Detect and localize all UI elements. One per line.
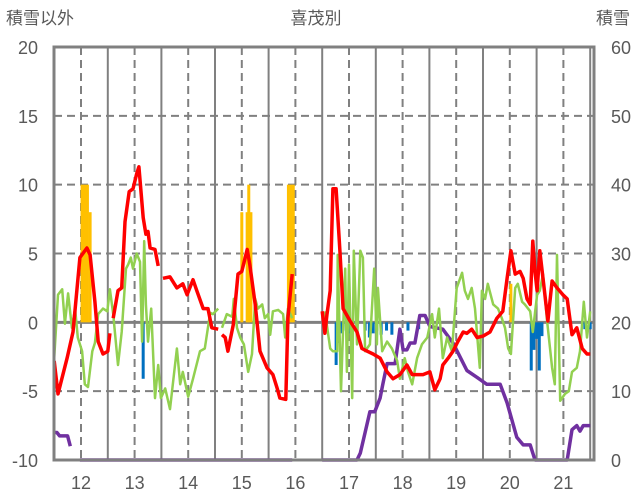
x-tick-label: 20 xyxy=(500,473,520,493)
y-left-tick-label: 20 xyxy=(18,38,38,58)
x-tick-label: 14 xyxy=(178,473,198,493)
x-tick-label: 21 xyxy=(553,473,573,493)
x-tick-label: 16 xyxy=(285,473,305,493)
y-left-tick-label: -10 xyxy=(12,451,38,471)
blue-bar xyxy=(406,322,410,331)
left-axis-title: 積雪以外 xyxy=(6,9,74,29)
blue-bar xyxy=(367,322,371,338)
blue-bar xyxy=(371,322,375,334)
y-left-tick-label: -5 xyxy=(22,382,38,402)
orange-bar xyxy=(286,184,290,323)
orange-bar xyxy=(245,212,249,323)
blue-bar xyxy=(537,322,541,371)
chart-title: 喜茂別 xyxy=(291,9,342,29)
blue-bar xyxy=(540,322,544,337)
blue-bar xyxy=(532,322,536,350)
blue-bar xyxy=(385,322,389,331)
blue-bar xyxy=(535,322,539,339)
orange-bar xyxy=(509,283,513,323)
blue-bar xyxy=(390,322,394,335)
y-left-tick-label: 10 xyxy=(18,176,38,196)
y-right-tick-label: 30 xyxy=(611,245,631,265)
x-tick-label: 18 xyxy=(393,473,413,493)
y-right-tick-label: 40 xyxy=(611,176,631,196)
blue-bar xyxy=(529,322,533,371)
y-left-tick-label: 15 xyxy=(18,107,38,127)
orange-bar xyxy=(289,184,293,323)
blue-bar xyxy=(141,322,145,379)
x-tick-label: 12 xyxy=(71,473,91,493)
y-right-tick-label: 10 xyxy=(611,382,631,402)
y-left-tick-label: 0 xyxy=(28,313,38,333)
x-tick-label: 15 xyxy=(232,473,252,493)
x-tick-label: 17 xyxy=(339,473,359,493)
y-right-tick-label: 0 xyxy=(611,451,621,471)
y-left-tick-label: 5 xyxy=(28,245,38,265)
y-right-tick-label: 50 xyxy=(611,107,631,127)
orange-bar xyxy=(85,184,89,323)
plot-border xyxy=(52,45,596,462)
x-tick-label: 19 xyxy=(446,473,466,493)
blue-bar xyxy=(339,322,343,334)
y-right-tick-label: 60 xyxy=(611,38,631,58)
orange-bar xyxy=(291,184,295,323)
y-right-tick-label: 20 xyxy=(611,313,631,333)
red-series-line xyxy=(52,165,591,402)
x-tick-label: 13 xyxy=(125,473,145,493)
blue-bar xyxy=(588,322,592,330)
right-axis-title: 積雪 xyxy=(596,9,630,29)
